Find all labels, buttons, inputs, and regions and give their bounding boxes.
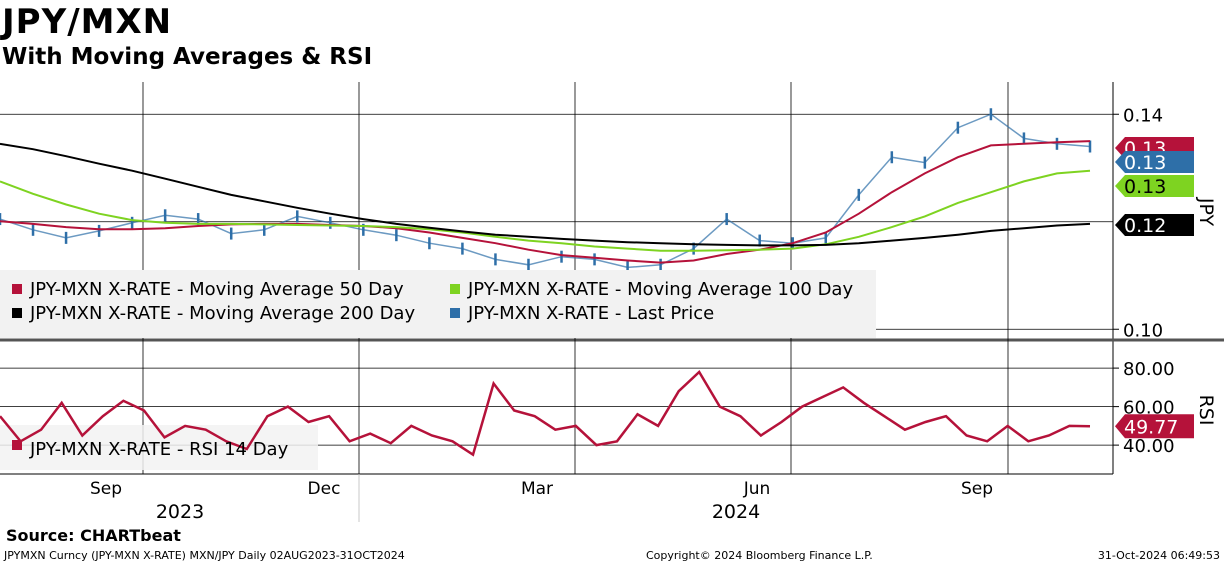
legend-label: JPY-MXN X-RATE - Moving Average 100 Day [467, 279, 853, 300]
rsi-axis-title: RSI [1195, 395, 1217, 426]
chart-title: JPY/MXN [2, 2, 173, 42]
legend-label: JPY-MXN X-RATE - Moving Average 50 Day [29, 279, 404, 300]
footer-copyright: Copyright© 2024 Bloomberg Finance L.P. [646, 549, 873, 562]
legend-swatch [12, 284, 22, 294]
footer-left: JPYMXN Curncy (JPY-MXN X-RATE) MXN/JPY D… [4, 549, 405, 562]
x-month-label: Mar [521, 479, 553, 499]
footer-timestamp: 31-Oct-2024 06:49:53 [1097, 549, 1220, 562]
price-tick-label: 0.10 [1123, 320, 1163, 341]
price-value-tag [1115, 214, 1194, 236]
rsi-legend-swatch [12, 440, 22, 450]
rsi-tick-label: 60.00 [1123, 398, 1175, 419]
legend-swatch [12, 308, 22, 318]
x-year-label: 2023 [156, 501, 204, 523]
chart-subtitle: With Moving Averages & RSI [2, 44, 373, 70]
legend-swatch [450, 284, 460, 294]
price-tick-label: 0.14 [1123, 105, 1163, 126]
legend-label: JPY-MXN X-RATE - Moving Average 200 Day [29, 303, 415, 324]
rsi-legend-label: JPY-MXN X-RATE - RSI 14 Day [29, 439, 289, 460]
x-month-label: Sep [90, 479, 122, 499]
rsi-value-label: 49.77 [1124, 416, 1178, 438]
rsi-legend-box [0, 425, 318, 470]
ma-line-2 [0, 142, 1091, 247]
price-legend-box [0, 270, 876, 338]
rsi-line [0, 370, 1091, 457]
rsi-value-tag [1115, 414, 1194, 439]
ma-line-1 [0, 169, 1091, 252]
x-month-label: Dec [308, 479, 341, 499]
price-value-tag [1115, 151, 1194, 173]
x-month-label: Jun [743, 479, 771, 499]
price-value-tag [1115, 175, 1194, 197]
price-value-label: 0.13 [1124, 152, 1166, 174]
rsi-tick-label: 40.00 [1123, 436, 1175, 457]
price-value-label: 0.13 [1124, 176, 1166, 198]
price-axis-title: JPY [1195, 197, 1217, 227]
x-month-label: Sep [961, 479, 993, 499]
legend-label: JPY-MXN X-RATE - Last Price [467, 303, 714, 324]
legend-swatch [450, 308, 460, 318]
price-value-label: 0.12 [1124, 215, 1166, 237]
source-label: Source: CHARTbeat [6, 526, 181, 545]
rsi-tick-label: 80.00 [1123, 359, 1175, 380]
ma-line-0 [0, 140, 1091, 264]
x-year-label: 2024 [712, 501, 760, 523]
last-price-line [0, 113, 1091, 269]
